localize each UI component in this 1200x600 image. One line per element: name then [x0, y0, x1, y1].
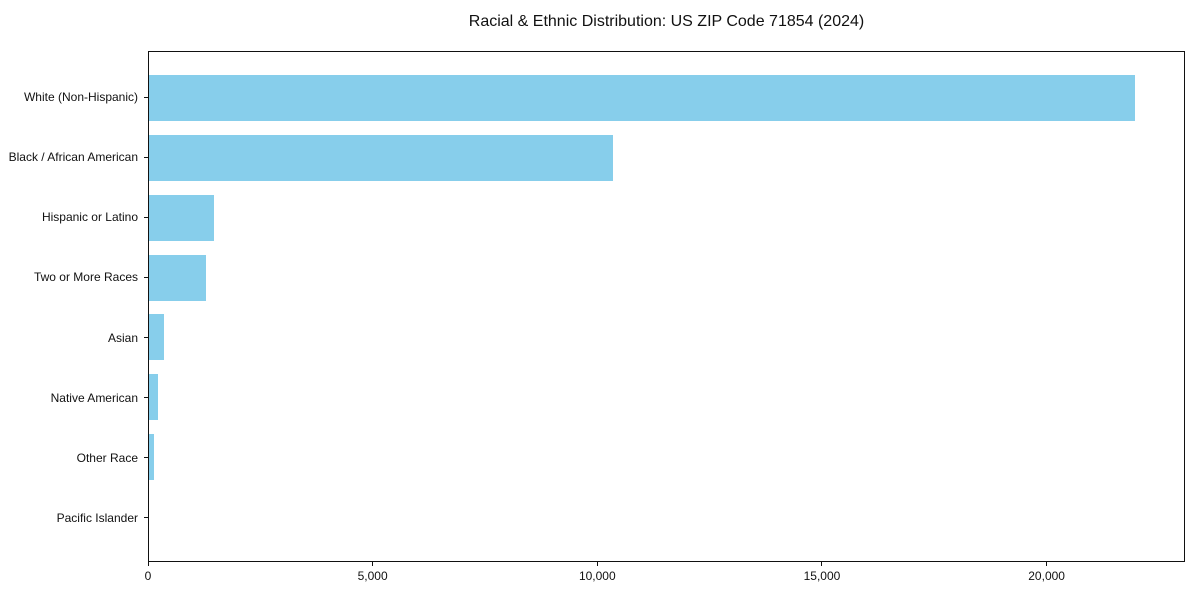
y-tick-mark — [144, 216, 148, 218]
y-label-row: Hispanic or Latino — [0, 187, 148, 247]
y-label-row: Two or More Races — [0, 247, 148, 307]
y-tick-label: Native American — [50, 390, 138, 405]
bar-row — [149, 68, 1184, 128]
x-tick-label: 20,000 — [1028, 569, 1065, 583]
y-label-row: Pacific Islander — [0, 488, 148, 548]
bar-row — [149, 487, 1184, 547]
y-label-row: Black / African American — [0, 127, 148, 187]
plot-area — [148, 51, 1185, 562]
x-axis: 0 5,000 10,000 15,000 20,000 — [144, 562, 1185, 594]
y-tick-mark — [144, 397, 148, 399]
y-tick-mark — [144, 337, 148, 339]
x-tick-label: 10,000 — [578, 569, 616, 583]
y-tick-mark — [144, 457, 148, 459]
y-tick-label: Other Race — [76, 450, 138, 465]
bar — [149, 194, 214, 241]
y-tick-mark — [144, 96, 148, 98]
bar-row — [149, 128, 1184, 188]
bar-row — [149, 248, 1184, 308]
bar — [149, 374, 158, 421]
x-tick-mark — [821, 562, 823, 566]
x-tick-label: 5,000 — [357, 569, 388, 583]
y-tick-label: Black / African American — [8, 150, 138, 165]
y-label-row: Asian — [0, 308, 148, 368]
y-tick-label: Hispanic or Latino — [41, 210, 138, 225]
y-tick-mark — [144, 276, 148, 278]
x-tick-label: 15,000 — [803, 569, 841, 583]
bar — [149, 434, 154, 481]
y-tick-label: Pacific Islander — [56, 510, 138, 525]
bar — [149, 74, 1135, 121]
x-tick-mark — [596, 562, 598, 566]
bar-row — [149, 367, 1184, 427]
y-tick-mark — [144, 156, 148, 158]
bar — [149, 134, 613, 181]
y-label-row: White (Non-Hispanic) — [0, 67, 148, 127]
bar-row — [149, 427, 1184, 487]
y-axis-labels: White (Non-Hispanic) Black / African Amer… — [0, 51, 148, 562]
bar-row — [149, 188, 1184, 248]
bar — [149, 254, 206, 301]
y-tick-label: Two or More Races — [33, 270, 138, 285]
y-tick-label: White (Non-Hispanic) — [23, 90, 138, 105]
x-tick-label: 0 — [144, 569, 152, 583]
y-label-row: Other Race — [0, 428, 148, 488]
y-tick-label: Asian — [107, 330, 138, 345]
bar — [149, 314, 164, 361]
y-label-row: Native American — [0, 368, 148, 428]
y-tick-mark — [144, 517, 148, 519]
x-tick-mark — [1046, 562, 1048, 566]
x-tick-mark — [147, 562, 149, 566]
x-tick-mark — [372, 562, 374, 566]
bar-row — [149, 308, 1184, 368]
chart-title: Racial & Ethnic Distribution: US ZIP Cod… — [468, 13, 865, 30]
